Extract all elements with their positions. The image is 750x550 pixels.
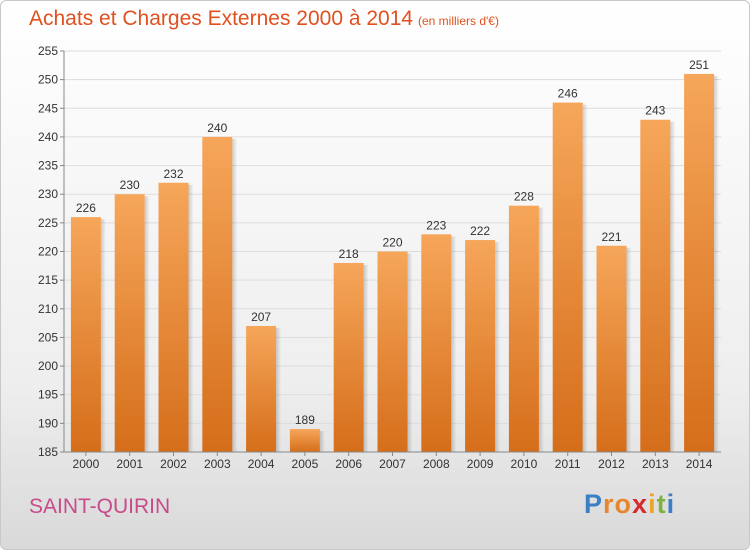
bar-shadow <box>232 138 238 452</box>
bar <box>158 182 189 452</box>
bar <box>70 217 101 452</box>
y-tick-label: 205 <box>38 330 58 344</box>
bar-shadow <box>319 431 325 452</box>
bar-shadow <box>714 75 720 453</box>
data-label: 207 <box>251 310 271 324</box>
y-tick-label: 230 <box>38 187 58 201</box>
x-tick-label: 2009 <box>467 457 494 471</box>
bar-shadow <box>188 184 194 452</box>
data-label: 228 <box>514 190 534 204</box>
bar-shadow <box>670 121 676 452</box>
x-tick-label: 2014 <box>686 457 713 471</box>
data-label: 226 <box>76 201 96 215</box>
y-tick-label: 225 <box>38 216 58 230</box>
data-label: 221 <box>601 230 621 244</box>
data-label: 218 <box>339 247 359 261</box>
x-tick-label: 2002 <box>160 457 187 471</box>
data-label: 251 <box>689 58 709 72</box>
bars <box>70 73 720 453</box>
x-tick-label: 2004 <box>248 457 275 471</box>
y-tick-label: 190 <box>38 416 58 430</box>
bar <box>333 262 364 452</box>
logo-letter: x <box>632 489 649 519</box>
logo-letter: t <box>656 489 667 519</box>
x-tick-label: 2003 <box>204 457 231 471</box>
x-tick-label: 2006 <box>335 457 362 471</box>
y-tick-label: 245 <box>38 101 58 115</box>
bar <box>684 73 715 453</box>
y-tick-label: 215 <box>38 273 58 287</box>
bar <box>289 429 320 452</box>
x-tick-label: 2000 <box>73 457 100 471</box>
y-tick-label: 200 <box>38 359 58 373</box>
data-label: 223 <box>426 218 446 232</box>
logo-letter: i <box>666 489 676 519</box>
y-tick-label: 195 <box>38 388 58 402</box>
bar-shadow <box>100 219 106 452</box>
bar <box>596 245 627 452</box>
data-label: 189 <box>295 413 315 427</box>
data-label: 243 <box>645 104 665 118</box>
y-tick-label: 185 <box>38 445 58 459</box>
x-tick-label: 2007 <box>379 457 406 471</box>
bar-shadow <box>582 104 588 453</box>
data-label: 230 <box>120 178 140 192</box>
bar <box>202 136 233 452</box>
y-tick-label: 235 <box>38 159 58 173</box>
x-tick-label: 2012 <box>598 457 625 471</box>
bar-shadow <box>276 327 282 452</box>
proxiti-logo: Proxiti <box>584 489 675 520</box>
y-tick-label: 250 <box>38 73 58 87</box>
x-tick-label: 2013 <box>642 457 669 471</box>
bar <box>377 251 408 452</box>
logo-letter: o <box>614 489 633 519</box>
axes <box>60 50 721 456</box>
x-tick-label: 2008 <box>423 457 450 471</box>
bar-shadow <box>451 236 457 452</box>
bar-shadow <box>538 207 544 452</box>
bar <box>508 205 539 452</box>
y-tick-label: 240 <box>38 130 58 144</box>
bar-shadow <box>144 196 150 452</box>
y-tick-label: 210 <box>38 302 58 316</box>
data-label: 246 <box>558 87 578 101</box>
labels: 185 190 195 200 205 210 215 220 225 230 235 240 245 2… <box>38 44 713 471</box>
y-tick-label: 220 <box>38 245 58 259</box>
bar <box>465 240 496 452</box>
bar <box>421 234 452 452</box>
data-label: 222 <box>470 224 490 238</box>
data-label: 232 <box>163 167 183 181</box>
bar <box>246 325 277 452</box>
bar <box>552 102 583 453</box>
data-label: 220 <box>382 236 402 250</box>
bar <box>640 119 671 452</box>
bar-shadow <box>407 253 413 452</box>
bar-shadow <box>495 242 501 452</box>
logo-letter: r <box>603 489 615 519</box>
bar-shadow <box>363 264 369 452</box>
chart-title: Achats et Charges Externes 2000 à 2014 <box>29 7 414 30</box>
bar-shadow <box>626 247 632 452</box>
x-tick-label: 2010 <box>511 457 538 471</box>
y-tick-label: 255 <box>38 44 58 58</box>
logo-letter: P <box>584 489 604 519</box>
commune-name: SAINT-QUIRIN <box>29 495 171 518</box>
chart-subtitle: (en milliers d'€) <box>418 14 499 28</box>
bar <box>114 194 145 452</box>
x-tick-label: 2001 <box>116 457 143 471</box>
data-label: 240 <box>207 121 227 135</box>
x-tick-label: 2011 <box>555 457 581 471</box>
logo-letter: i <box>648 489 657 519</box>
x-tick-label: 2005 <box>292 457 319 471</box>
